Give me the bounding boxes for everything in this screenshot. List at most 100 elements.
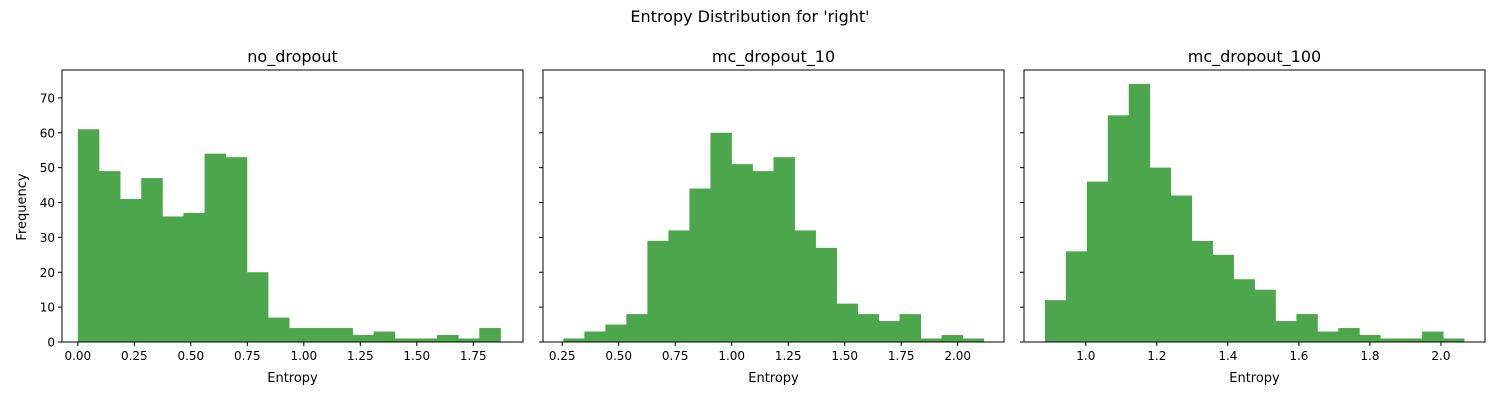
- x-tick-label: 0.00: [64, 349, 91, 363]
- histogram-bar: [773, 157, 795, 342]
- histogram-bar: [920, 338, 943, 342]
- x-axis-label: Entropy: [267, 371, 318, 386]
- histogram-bar: [1296, 314, 1318, 342]
- histogram-bar: [962, 338, 985, 342]
- panel-mc_dropout_10: mc_dropout_10 0.25 0.50 0.75 1.00 1.25 1.50 1.7…: [539, 47, 1005, 386]
- histogram-bar: [605, 324, 627, 342]
- x-tick-label: 1.8: [1360, 349, 1379, 363]
- histogram-bar: [183, 212, 205, 342]
- figure-title: Entropy Distribution for 'right': [630, 7, 869, 26]
- histogram-bar: [289, 328, 311, 342]
- panel-mc_dropout_100: mc_dropout_100 1.0 1.2 1.4 1.6 1.8 2.0 Entropy: [1020, 47, 1486, 386]
- x-tick-label: 2.00: [944, 349, 971, 363]
- histogram-bar: [1086, 181, 1109, 342]
- x-axis-label: Entropy: [1229, 371, 1280, 386]
- histogram-bar: [1044, 300, 1067, 342]
- histogram-bar: [1233, 279, 1255, 342]
- y-tick-label: 30: [40, 231, 55, 245]
- plot-frame: [61, 69, 524, 343]
- histogram-bar: [1107, 115, 1130, 342]
- histogram-bar: [1128, 83, 1151, 342]
- y-tick-label: 0: [47, 336, 55, 350]
- x-tick-label: 1.00: [718, 349, 745, 363]
- histogram-bar: [941, 335, 964, 342]
- x-tick-label: 1.75: [888, 349, 915, 363]
- histogram-bar: [267, 317, 290, 342]
- histogram-bar: [437, 335, 459, 342]
- histogram-bar: [1254, 289, 1276, 342]
- histogram-bar: [204, 153, 227, 342]
- histogram-bar: [794, 230, 816, 342]
- plot-frame: [1023, 69, 1486, 343]
- x-tick-label: 1.25: [775, 349, 802, 363]
- histogram-bar: [1149, 167, 1172, 342]
- histogram-bar: [878, 321, 900, 342]
- histogram-bar: [310, 328, 332, 342]
- histogram-bar: [710, 132, 732, 342]
- x-tick-label: 1.25: [347, 349, 374, 363]
- x-tick-label: 0.50: [605, 349, 632, 363]
- histogram-bar: [141, 178, 163, 342]
- x-tick-label: 1.50: [403, 349, 430, 363]
- histogram-bar: [1443, 338, 1465, 342]
- histogram-bar: [373, 331, 396, 342]
- histogram-bar: [1191, 240, 1213, 342]
- panel-no_dropout: no_dropout 0.00 0.25 0.50 0.75 1.00 1.25 1.50 1.…: [40, 47, 524, 386]
- histogram-bar: [415, 338, 438, 342]
- y-tick-label: 70: [40, 91, 55, 105]
- x-axis-label: Entropy: [748, 371, 799, 386]
- histogram-bar: [246, 272, 269, 342]
- histogram-bar: [479, 328, 501, 342]
- histogram-bar: [689, 188, 711, 342]
- histogram-bar: [899, 314, 922, 342]
- y-tick-label: 60: [40, 126, 55, 140]
- histogram-bar: [668, 230, 690, 342]
- histogram-bar: [225, 157, 248, 342]
- histogram-bar: [1401, 338, 1423, 342]
- histogram-bar: [1380, 338, 1402, 342]
- histogram-bar: [120, 199, 142, 342]
- histogram-bar: [394, 338, 417, 342]
- histogram-bar: [815, 247, 837, 342]
- x-tick-label: 1.2: [1147, 349, 1166, 363]
- histogram-bar: [1212, 254, 1234, 342]
- y-tick-label: 10: [40, 301, 55, 315]
- y-tick-label: 20: [40, 266, 55, 280]
- histogram-bar: [647, 240, 669, 342]
- x-tick-label: 1.0: [1076, 349, 1095, 363]
- histogram-bar: [1065, 251, 1088, 342]
- histogram-bar: [458, 338, 480, 342]
- histogram-bar: [857, 314, 879, 342]
- histogram-bar: [1170, 195, 1193, 342]
- panel-title: mc_dropout_10: [712, 47, 835, 67]
- x-tick-label: 1.6: [1289, 349, 1308, 363]
- panel-title: no_dropout: [247, 47, 337, 67]
- histogram-bar: [626, 314, 648, 342]
- y-axis-label: Frequency: [15, 173, 30, 240]
- x-tick-label: 0.75: [662, 349, 689, 363]
- y-tick-label: 50: [40, 161, 55, 175]
- y-tick-label: 40: [40, 196, 55, 210]
- x-tick-label: 1.50: [831, 349, 858, 363]
- histogram-bar: [98, 171, 121, 342]
- histogram-bar: [1359, 335, 1381, 342]
- x-tick-label: 1.4: [1218, 349, 1237, 363]
- histogram-bar: [563, 338, 585, 342]
- histogram-bar: [584, 331, 606, 342]
- histogram-bar: [752, 171, 774, 342]
- x-tick-label: 0.25: [549, 349, 576, 363]
- x-tick-label: 1.75: [460, 349, 487, 363]
- histogram-bar: [162, 216, 184, 342]
- histogram-bar: [77, 129, 100, 342]
- x-tick-label: 0.75: [234, 349, 261, 363]
- histogram-bar: [1422, 331, 1444, 342]
- histogram-bar: [331, 328, 353, 342]
- panel-title: mc_dropout_100: [1188, 47, 1321, 67]
- histogram-bar: [352, 335, 375, 342]
- histogram-bar: [1338, 328, 1360, 342]
- x-tick-label: 0.25: [121, 349, 148, 363]
- histogram-bar: [1275, 321, 1297, 342]
- histogram-bar: [1317, 331, 1339, 342]
